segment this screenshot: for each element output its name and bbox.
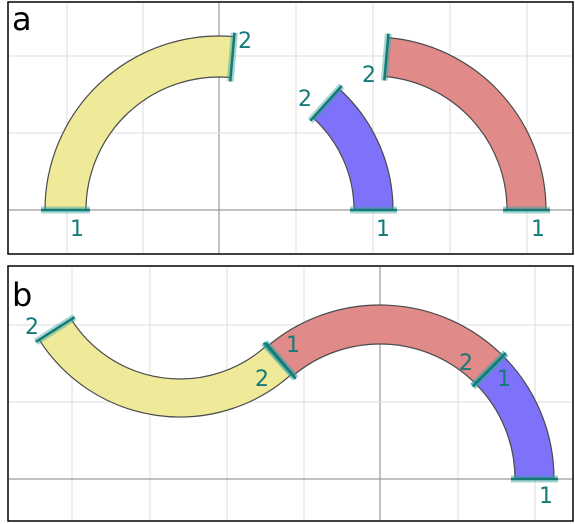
port-line bbox=[264, 341, 297, 380]
arc-segment bbox=[44, 35, 235, 211]
port-label: 2 bbox=[255, 367, 269, 392]
port-label: 2 bbox=[362, 63, 376, 88]
port-line bbox=[309, 85, 343, 122]
panel-frame bbox=[7, 265, 574, 522]
port-label: 2 bbox=[25, 315, 39, 340]
port-label: 1 bbox=[376, 217, 390, 242]
port-label: 1 bbox=[70, 217, 84, 242]
port-line bbox=[383, 33, 390, 81]
port-label: 1 bbox=[286, 333, 300, 358]
arc-segment bbox=[384, 37, 547, 211]
port-label: 2 bbox=[459, 351, 473, 376]
port-label: 2 bbox=[298, 87, 312, 112]
port-line bbox=[471, 352, 507, 388]
shapes bbox=[38, 35, 555, 480]
port-label: 1 bbox=[539, 484, 553, 509]
panel-label: b bbox=[12, 276, 32, 314]
ports bbox=[33, 32, 558, 483]
panel-label: a bbox=[12, 0, 32, 38]
port-line bbox=[35, 316, 76, 343]
port-line bbox=[228, 32, 236, 82]
port-label: 2 bbox=[238, 29, 252, 54]
port-label: 1 bbox=[497, 367, 511, 392]
port-label: 1 bbox=[531, 217, 545, 242]
panel-frame bbox=[7, 1, 574, 255]
